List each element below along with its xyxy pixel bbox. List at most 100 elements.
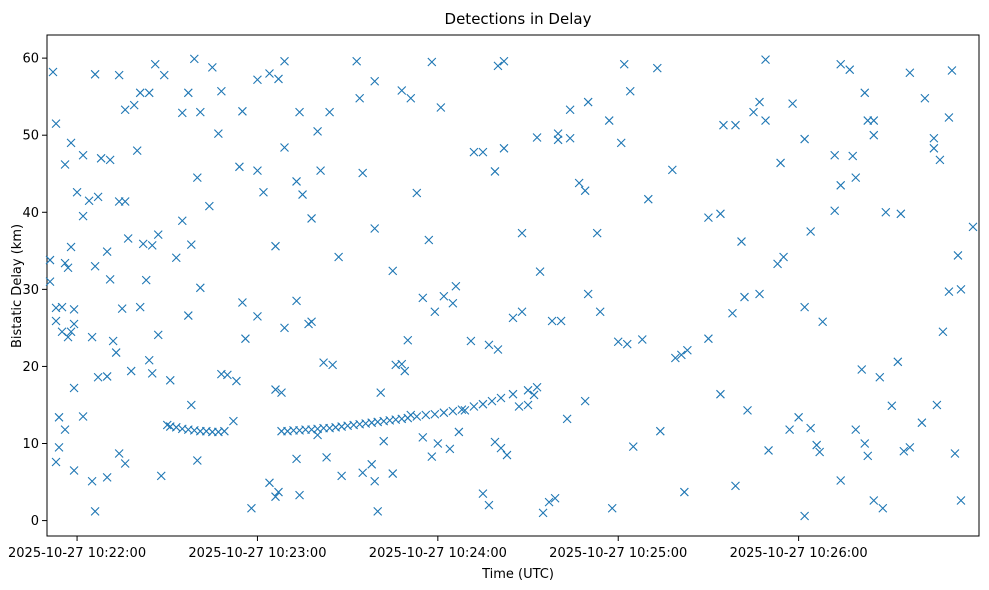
- data-point: [153, 330, 163, 340]
- data-point: [956, 496, 966, 505]
- data-point: [716, 209, 725, 219]
- data-point: [776, 158, 785, 168]
- data-point: [69, 319, 79, 329]
- chart-title: Detections in Delay: [445, 10, 592, 28]
- y-tick-label: 0: [31, 514, 39, 529]
- data-point: [679, 487, 689, 497]
- data-point: [800, 511, 810, 521]
- data-point: [235, 162, 244, 172]
- data-point: [532, 382, 542, 392]
- data-point: [78, 150, 88, 160]
- data-point: [271, 385, 280, 394]
- data-point: [123, 234, 133, 243]
- data-point: [704, 334, 713, 344]
- data-point: [830, 150, 840, 160]
- data-point: [454, 427, 464, 437]
- data-point: [794, 412, 804, 422]
- data-point: [427, 57, 437, 67]
- data-point: [547, 316, 557, 326]
- data-point: [171, 253, 181, 263]
- data-point: [96, 153, 106, 163]
- data-point: [496, 393, 506, 403]
- data-point: [604, 116, 614, 125]
- data-point: [457, 405, 467, 414]
- data-point: [195, 107, 205, 117]
- data-point: [307, 214, 316, 223]
- data-point: [508, 389, 518, 399]
- data-point: [45, 255, 55, 265]
- data-point: [881, 207, 891, 217]
- data-point: [412, 188, 422, 198]
- data-point: [295, 107, 304, 117]
- data-point: [517, 307, 527, 317]
- data-point: [162, 420, 172, 430]
- data-point: [499, 56, 509, 66]
- data-point: [493, 345, 503, 354]
- data-point: [553, 129, 563, 139]
- data-point: [764, 446, 773, 455]
- data-point: [935, 155, 945, 165]
- data-point: [878, 503, 888, 513]
- data-point: [905, 68, 915, 78]
- data-point: [460, 405, 470, 415]
- data-point: [355, 93, 365, 103]
- y-axis: 0 10 20 30 40 50 60: [22, 52, 47, 529]
- y-axis-label: Bistatic Delay (km): [10, 224, 25, 348]
- data-point: [800, 134, 810, 144]
- data-point: [120, 197, 130, 206]
- data-point: [135, 302, 145, 312]
- data-point: [484, 500, 494, 510]
- data-point: [66, 242, 76, 252]
- data-point: [84, 196, 94, 206]
- data-point: [280, 143, 289, 152]
- data-point: [815, 447, 825, 457]
- data-point: [439, 408, 449, 418]
- x-tick-label: 2025-10-27 10:23:00: [188, 546, 326, 561]
- data-point: [806, 227, 816, 236]
- data-point: [716, 389, 725, 399]
- data-point: [737, 237, 746, 246]
- data-point: [956, 284, 966, 294]
- data-point: [625, 86, 635, 96]
- data-point: [535, 267, 545, 277]
- data-point: [337, 471, 347, 481]
- data-point: [950, 449, 960, 458]
- data-point: [929, 133, 939, 143]
- data-point: [562, 414, 572, 424]
- data-point: [120, 105, 130, 115]
- data-point: [622, 339, 632, 349]
- data-point: [439, 291, 449, 301]
- y-tick-label: 10: [22, 437, 39, 452]
- data-point: [523, 400, 533, 410]
- data-point: [280, 56, 289, 66]
- data-point: [358, 168, 368, 178]
- data-point: [749, 107, 758, 117]
- data-point: [430, 307, 440, 317]
- data-point: [370, 76, 380, 86]
- data-point: [869, 496, 879, 505]
- data-point: [370, 224, 380, 233]
- data-point: [421, 410, 431, 420]
- data-point: [728, 308, 737, 318]
- data-point: [466, 336, 476, 346]
- data-point: [538, 508, 548, 518]
- data-point: [583, 97, 593, 107]
- data-point: [905, 442, 915, 452]
- data-point: [57, 302, 67, 312]
- data-point: [216, 86, 226, 96]
- data-point: [418, 432, 428, 442]
- data-point: [896, 209, 906, 219]
- data-point: [583, 289, 593, 299]
- data-point: [177, 108, 187, 118]
- data-point: [917, 418, 927, 428]
- data-point: [451, 281, 461, 291]
- data-point: [150, 59, 160, 69]
- x-tick-label: 2025-10-27 10:25:00: [549, 546, 687, 561]
- data-point: [274, 74, 283, 84]
- data-point: [502, 450, 512, 460]
- data-point: [69, 466, 79, 475]
- x-axis: 2025-10-27 10:22:00 2025-10-27 10:23:00 20…: [8, 536, 868, 561]
- data-point: [893, 357, 903, 367]
- x-tick-label: 2025-10-27 10:24:00: [369, 546, 507, 561]
- data-point: [529, 390, 539, 400]
